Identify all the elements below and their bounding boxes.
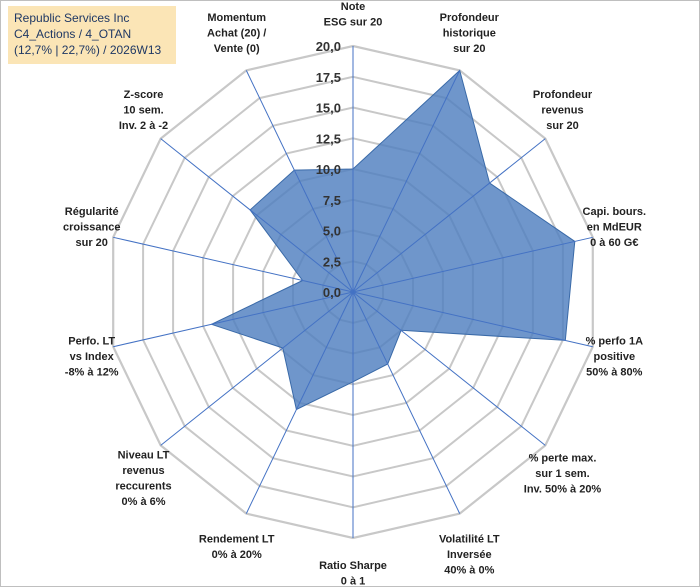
axis-label-8: Rendement LT 0% à 20% — [199, 534, 275, 562]
axis-label-line: Volatilité LT — [439, 534, 500, 546]
title-line-company: Republic Services Inc — [14, 11, 130, 25]
axis-label-line: 40% à 0% — [444, 565, 494, 577]
spoke-6 — [352, 291, 461, 514]
spoke-10 — [113, 291, 354, 348]
spoke-9 — [160, 291, 354, 446]
axis-label-line: sur 1 sem. — [535, 468, 589, 480]
axis-label-line: 0% à 20% — [212, 549, 262, 561]
spoke-8 — [245, 291, 354, 514]
axis-label-0: Note ESG sur 20 — [324, 1, 383, 29]
axis-label-line: Note — [341, 1, 365, 13]
axis-label-6: Volatilité LT Inversée 40% à 0% — [439, 534, 500, 577]
axis-label-line: Vente (0) — [214, 43, 260, 55]
title-line-portfolio: C4_Actions / 4_OTAN — [14, 27, 132, 41]
chart-title-box: Republic Services Inc C4_Actions / 4_OTA… — [8, 6, 176, 64]
spoke-5 — [352, 291, 546, 446]
axis-label-line: Profondeur — [533, 89, 593, 101]
axis-label-line: en MdEUR — [587, 221, 642, 233]
radar-spokes — [113, 46, 593, 538]
tick-label: 0,0 — [323, 285, 341, 300]
axis-label-line: Rendement LT — [199, 534, 275, 546]
axis-label-12: Z-score 10 sem. Inv. 2 à -2 — [119, 89, 168, 132]
axis-label-line: -8% à 12% — [65, 367, 119, 379]
axis-label-line: Régularité — [65, 206, 119, 218]
axis-label-line: Inversée — [447, 549, 492, 561]
axis-label-line: 0 à 60 G€ — [590, 237, 638, 249]
tick-label: 2,5 — [323, 254, 341, 269]
axis-label-line: Achat (20) / — [207, 28, 266, 40]
axis-label-10: Perfo. LT vs Index -8% à 12% — [65, 336, 119, 379]
spoke-12 — [160, 138, 354, 293]
axis-label-line: Perfo. LT — [68, 336, 115, 348]
axis-label-line: revenus — [122, 465, 164, 477]
axis-label-line: Momentum — [207, 12, 266, 24]
axis-label-line: sur 20 — [453, 43, 485, 55]
axis-label-line: sur 20 — [546, 120, 578, 132]
axis-label-11: Régularité croissance sur 20 — [63, 206, 120, 249]
tick-label: 5,0 — [323, 224, 341, 239]
spoke-3 — [352, 236, 593, 293]
axis-label-line: Ratio Sharpe — [319, 560, 387, 572]
axis-label-13: Momentum Achat (20) / Vente (0) — [207, 12, 266, 55]
axis-label-line: Capi. bours. — [583, 206, 647, 218]
axis-label-2: Profondeur revenus sur 20 — [533, 89, 593, 132]
axis-label-7: Ratio Sharpe 0 à 1 — [319, 560, 387, 587]
axis-label-line: 10 sem. — [123, 105, 163, 117]
radar-axis-labels: Note ESG sur 20 Profondeur historique sur 20… — [63, 1, 646, 587]
axis-label-line: % perfo 1A — [586, 336, 644, 348]
axis-label-line: vs Index — [70, 351, 115, 363]
axis-label-9: Niveau LT revenus reccurents 0% à 6% — [115, 449, 171, 508]
tick-label: 7,5 — [323, 193, 341, 208]
tick-label: 20,0 — [316, 39, 341, 54]
axis-label-1: Profondeur historique sur 20 — [440, 12, 500, 55]
spoke-13 — [245, 70, 354, 293]
tick-label: 15,0 — [316, 101, 341, 116]
axis-label-3: Capi. bours. en MdEUR 0 à 60 G€ — [583, 206, 647, 249]
axis-label-line: croissance — [63, 221, 120, 233]
axis-label-line: Z-score — [124, 89, 164, 101]
axis-label-4: % perfo 1A positive 50% à 80% — [586, 336, 644, 379]
title-line-stats: (12,7% | 22,7%) / 2026W13 — [14, 43, 162, 57]
axis-label-line: Inv. 50% à 20% — [524, 483, 602, 495]
spoke-11 — [113, 236, 354, 293]
axis-label-line: 50% à 80% — [586, 367, 642, 379]
axis-label-line: historique — [443, 28, 496, 40]
axis-label-5: % perte max. sur 1 sem. Inv. 50% à 20% — [524, 452, 602, 495]
axis-label-line: positive — [594, 351, 636, 363]
tick-label: 12,5 — [316, 131, 341, 146]
axis-label-line: Niveau LT — [118, 449, 170, 461]
axis-label-line: sur 20 — [75, 237, 107, 249]
axis-label-line: revenus — [541, 105, 583, 117]
radar-tick-labels: 0,0 2,5 5,0 7,5 10,0 12,5 15,0 17,5 20,0 — [316, 39, 341, 300]
spoke-2 — [352, 138, 546, 293]
axis-label-line: Inv. 2 à -2 — [119, 120, 168, 132]
axis-label-line: Profondeur — [440, 12, 500, 24]
axis-label-line: % perte max. — [529, 452, 597, 464]
spoke-4 — [352, 291, 593, 348]
axis-label-line: reccurents — [115, 480, 171, 492]
tick-label: 17,5 — [316, 70, 341, 85]
axis-label-line: 0% à 6% — [121, 496, 165, 508]
axis-label-line: 0 à 1 — [341, 576, 365, 587]
tick-label: 10,0 — [316, 162, 341, 177]
spoke-1 — [352, 70, 461, 293]
axis-label-line: ESG sur 20 — [324, 17, 383, 29]
